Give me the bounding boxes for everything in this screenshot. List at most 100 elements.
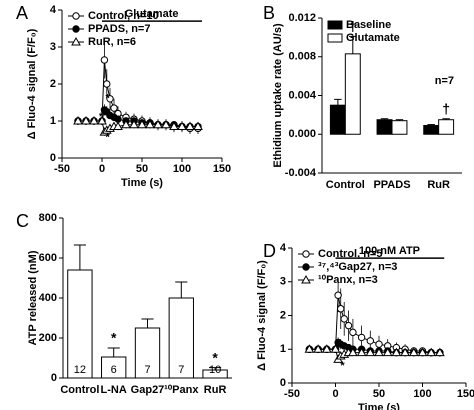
marker — [391, 347, 402, 357]
marker — [106, 95, 114, 103]
annotation: n=7 — [435, 75, 454, 87]
x-tick-label: RuR — [427, 179, 450, 191]
significance: * — [212, 349, 218, 365]
marker — [382, 347, 393, 357]
marker — [435, 347, 445, 357]
legend-marker — [301, 274, 311, 284]
bar — [168, 297, 194, 379]
marker — [426, 347, 437, 357]
legend-marker — [302, 250, 310, 258]
x-axis-label: Time (s) — [358, 402, 400, 410]
marker — [340, 315, 348, 323]
marker — [113, 121, 123, 131]
marker — [137, 119, 147, 129]
y-tick-label: 0.000 — [288, 128, 316, 140]
x-axis-label: Time (s) — [121, 177, 163, 189]
annotation: * — [105, 132, 110, 144]
x-tick-label: L-NA — [101, 384, 127, 396]
x-tick-label: 150 — [457, 388, 474, 400]
marker — [321, 344, 332, 353]
y-axis-label: ATP released (nM) — [27, 250, 39, 345]
bar — [423, 125, 440, 135]
panel-label: A — [16, 3, 28, 23]
y-tick-label: 2 — [280, 309, 286, 321]
y-axis-label: Δ Fluo-4 signal (F/F₀) — [26, 28, 38, 139]
bar — [344, 53, 361, 135]
marker — [97, 115, 107, 125]
x-tick-label: Gap27 — [131, 384, 165, 396]
significance: † — [349, 18, 357, 34]
y-tick-label: 4 — [280, 242, 287, 254]
marker — [89, 115, 99, 125]
marker — [348, 347, 358, 357]
y-tick-label: 0.008 — [288, 51, 316, 63]
stimulus-label: 100 nM ATP — [359, 245, 420, 257]
legend-marker — [71, 36, 81, 46]
bar — [202, 369, 228, 379]
y-tick-label: 3 — [280, 276, 286, 288]
x-tick-label: PPADS — [373, 179, 410, 191]
legend-label: ¹⁰Panx, n=3 — [318, 274, 378, 286]
marker — [153, 119, 163, 129]
y-tick-label: 0 — [280, 377, 286, 389]
y-tick-label: 0.004 — [288, 89, 316, 101]
legend-label: Glutamate — [346, 32, 400, 44]
x-tick-label: ¹⁰Panx — [164, 384, 199, 396]
marker — [177, 121, 187, 131]
marker — [337, 305, 345, 313]
panel-label: C — [16, 211, 29, 231]
y-axis-label: Ethidium uptake rate (AU/s) — [272, 23, 284, 168]
marker — [73, 115, 83, 125]
stimulus-label: Glutamate — [125, 8, 179, 20]
n-label: 7 — [178, 364, 184, 376]
y-tick-label: 600 — [39, 252, 57, 264]
legend-label: RuR, n=6 — [88, 36, 136, 48]
series-line — [309, 295, 440, 354]
marker — [356, 347, 367, 357]
annotation: * — [99, 111, 104, 123]
marker — [357, 333, 366, 342]
bar — [329, 104, 346, 135]
marker — [334, 291, 342, 299]
significance: * — [111, 330, 117, 346]
bar — [438, 119, 455, 135]
y-tick-label: 4 — [50, 4, 57, 16]
marker — [417, 347, 428, 357]
y-tick-label: -0.004 — [285, 167, 317, 179]
annotation: * — [340, 341, 345, 353]
legend-label: ³⁷,⁴³Gap27, n=3 — [318, 261, 397, 273]
y-tick-label: 0.012 — [288, 12, 316, 24]
bar — [134, 327, 161, 379]
marker — [349, 328, 357, 337]
panel-label: D — [263, 241, 276, 261]
bar — [67, 269, 93, 379]
marker — [408, 347, 419, 357]
legend-marker — [302, 263, 310, 271]
y-tick-label: 0 — [51, 372, 57, 384]
n-label: 6 — [111, 364, 117, 376]
marker — [100, 56, 109, 64]
x-tick-label: -50 — [54, 163, 70, 175]
x-tick-label: 50 — [136, 163, 148, 175]
bar — [376, 119, 393, 135]
x-tick-label: Control — [326, 179, 365, 191]
marker — [81, 115, 91, 125]
x-tick-label: 50 — [373, 388, 385, 400]
marker — [169, 121, 179, 131]
legend-swatch — [327, 20, 343, 30]
marker — [110, 104, 118, 112]
marker — [375, 340, 383, 348]
x-tick-label: Control — [60, 384, 99, 396]
legend-label: Baseline — [346, 19, 391, 31]
legend-swatch — [327, 33, 343, 43]
marker — [344, 321, 353, 330]
x-tick-label: 0 — [332, 388, 338, 400]
n-label: 10 — [209, 364, 221, 376]
marker — [374, 347, 384, 357]
x-tick-label: 0 — [99, 163, 105, 175]
n-label: 12 — [74, 364, 86, 376]
marker — [185, 121, 195, 131]
marker — [313, 344, 323, 353]
n-label: 7 — [144, 364, 150, 376]
